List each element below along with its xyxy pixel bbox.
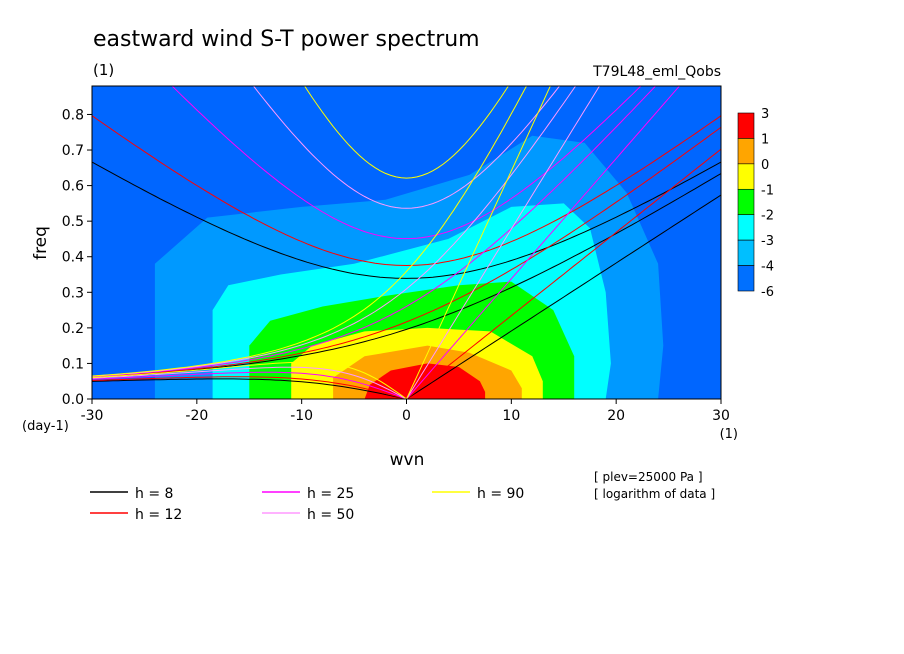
colorbar-label: -6 (761, 285, 774, 300)
y-axis-unit: (day-1) (22, 419, 69, 434)
dispersion-curve-kelvin-12 (406, 148, 721, 399)
y-tick-label: 0.1 (62, 356, 84, 372)
chart-subtitle-right: T79L48_eml_Qobs (592, 64, 721, 80)
y-tick-label: 0.3 (62, 285, 84, 301)
dispersion-curve-ig1-8 (92, 161, 721, 279)
colorbar-swatch (737, 163, 755, 190)
x-tick-label: 30 (712, 408, 730, 424)
dispersion-curve-rossby-90 (92, 361, 407, 399)
x-axis-unit: (1) (720, 427, 738, 442)
y-tick-label: 0.4 (62, 250, 84, 266)
dispersion-curve-mrg-90 (92, 86, 528, 377)
y-tick-label: 0.0 (62, 392, 84, 408)
dispersion-curve-kelvin-50 (406, 86, 601, 399)
y-tick-label: 0.7 (62, 143, 84, 159)
y-tick-label: 0.2 (62, 321, 84, 337)
x-tick-label: 20 (607, 408, 625, 424)
dispersion-curve-kelvin-90 (406, 86, 551, 399)
y-tick-label: 0.6 (62, 179, 84, 195)
x-tick-label: 0 (402, 408, 411, 424)
colorbar-label: -3 (761, 234, 774, 249)
y-tick-label: 0.5 (62, 214, 84, 230)
legend-label: h = 90 (477, 486, 524, 502)
dispersion-curve-mrg-50 (92, 86, 577, 377)
x-axis-ticks: -30 -20 -10 0 10 20 30 (81, 399, 730, 424)
colorbar-swatch (737, 265, 755, 292)
legend-label: h = 8 (135, 486, 173, 502)
colorbar: 3 1 0 -1 -2 -3 -4 -6 (737, 107, 774, 300)
y-tick-label: 0.8 (62, 107, 84, 123)
plot-area (91, 85, 722, 400)
dispersion-curve-kelvin-8 (406, 194, 721, 399)
legend: h = 8 h = 12 h = 25 h = 50 h = 90 (90, 486, 524, 523)
dispersion-curve-kelvin-25 (406, 86, 681, 399)
colorbar-swatch (737, 214, 755, 241)
colorbar-swatch (737, 112, 755, 139)
colorbar-swatch (737, 188, 755, 216)
x-tick-label: -30 (81, 408, 104, 424)
dispersion-curve-mrg-25 (92, 86, 657, 378)
dispersion-curve-rossby-50 (92, 366, 407, 399)
chart-subtitle-left: (1) (93, 61, 114, 79)
chart-title: eastward wind S-T power spectrum (93, 27, 480, 52)
colorbar-label: -1 (761, 183, 774, 198)
annotation-log: [ logarithm of data ] (594, 487, 715, 501)
colorbar-label: 3 (761, 107, 769, 122)
x-tick-label: -10 (290, 408, 313, 424)
dispersion-curve-ig1-25 (171, 86, 642, 240)
x-tick-label: 10 (502, 408, 520, 424)
legend-label: h = 12 (135, 507, 182, 523)
colorbar-label: 1 (761, 132, 769, 147)
y-axis-ticks: 0.0 0.1 0.2 0.3 0.4 0.5 0.6 0.7 0.8 (62, 107, 92, 408)
dispersion-curve-ig1-12 (92, 115, 721, 267)
y-axis-label: freq (31, 226, 51, 260)
x-tick-label: -20 (185, 408, 208, 424)
dispersion-curve-rossby-25 (92, 371, 407, 399)
colorbar-label: 0 (761, 158, 769, 173)
colorbar-label: -4 (761, 260, 774, 275)
dispersion-curve-ig1-90 (304, 86, 509, 179)
dispersion-curve-mrg-12 (92, 126, 721, 378)
dispersion-curve-rossby-12 (92, 376, 407, 399)
dispersion-curve-rossby-8 (92, 378, 407, 399)
dispersion-curve-ig1-50 (252, 86, 561, 209)
colorbar-swatch (737, 138, 755, 165)
colorbar-swatch (737, 239, 755, 266)
legend-label: h = 50 (307, 507, 354, 523)
x-axis-label: wvn (390, 450, 425, 470)
annotation-plev: [ plev=25000 Pa ] (594, 470, 703, 484)
colorbar-label: -2 (761, 209, 774, 224)
legend-label: h = 25 (307, 486, 354, 502)
